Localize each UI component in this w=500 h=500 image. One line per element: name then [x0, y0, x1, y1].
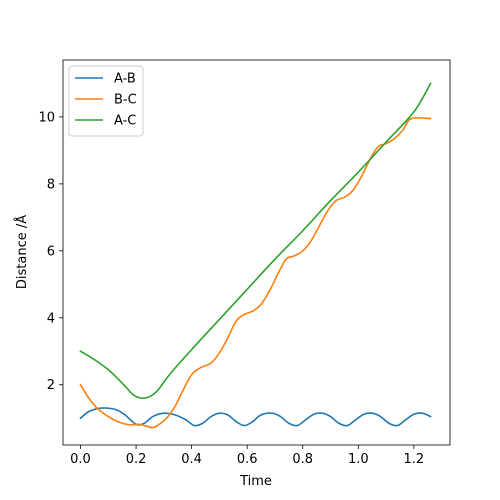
x-tick-label: 0.0	[70, 452, 91, 467]
series-line-b-c	[79, 116, 432, 429]
x-tick-label: 0.6	[237, 452, 258, 467]
legend: A-B B-C A-C	[68, 65, 144, 137]
x-tick-label: 0.8	[292, 452, 313, 467]
plot-frame	[62, 59, 451, 446]
x-tick-label: 0.4	[181, 452, 202, 467]
legend-label-a-c: A-C	[114, 114, 136, 129]
series-line-a-c	[79, 82, 432, 399]
legend-frame	[68, 65, 144, 137]
y-tick-label: 8	[47, 177, 55, 192]
x-tick-label: 1.2	[404, 452, 425, 467]
y-tick-label: 10	[38, 110, 55, 125]
y-axis-label: Distance /Å	[14, 215, 30, 289]
legend-label-b-c: B-C	[114, 93, 137, 108]
series-lines	[79, 82, 432, 429]
x-axis-label: Time	[239, 474, 272, 489]
legend-label-a-b: A-B	[114, 72, 136, 87]
y-tick-label: 2	[47, 378, 55, 393]
x-axis: 0.0 0.2 0.4 0.6 0.8 1.0 1.2	[70, 445, 424, 467]
y-tick-label: 6	[47, 244, 55, 259]
x-tick-label: 1.0	[348, 452, 369, 467]
y-tick-label: 4	[47, 311, 55, 326]
x-tick-label: 0.2	[126, 452, 147, 467]
y-axis: 2 4 6 8 10	[38, 110, 63, 393]
